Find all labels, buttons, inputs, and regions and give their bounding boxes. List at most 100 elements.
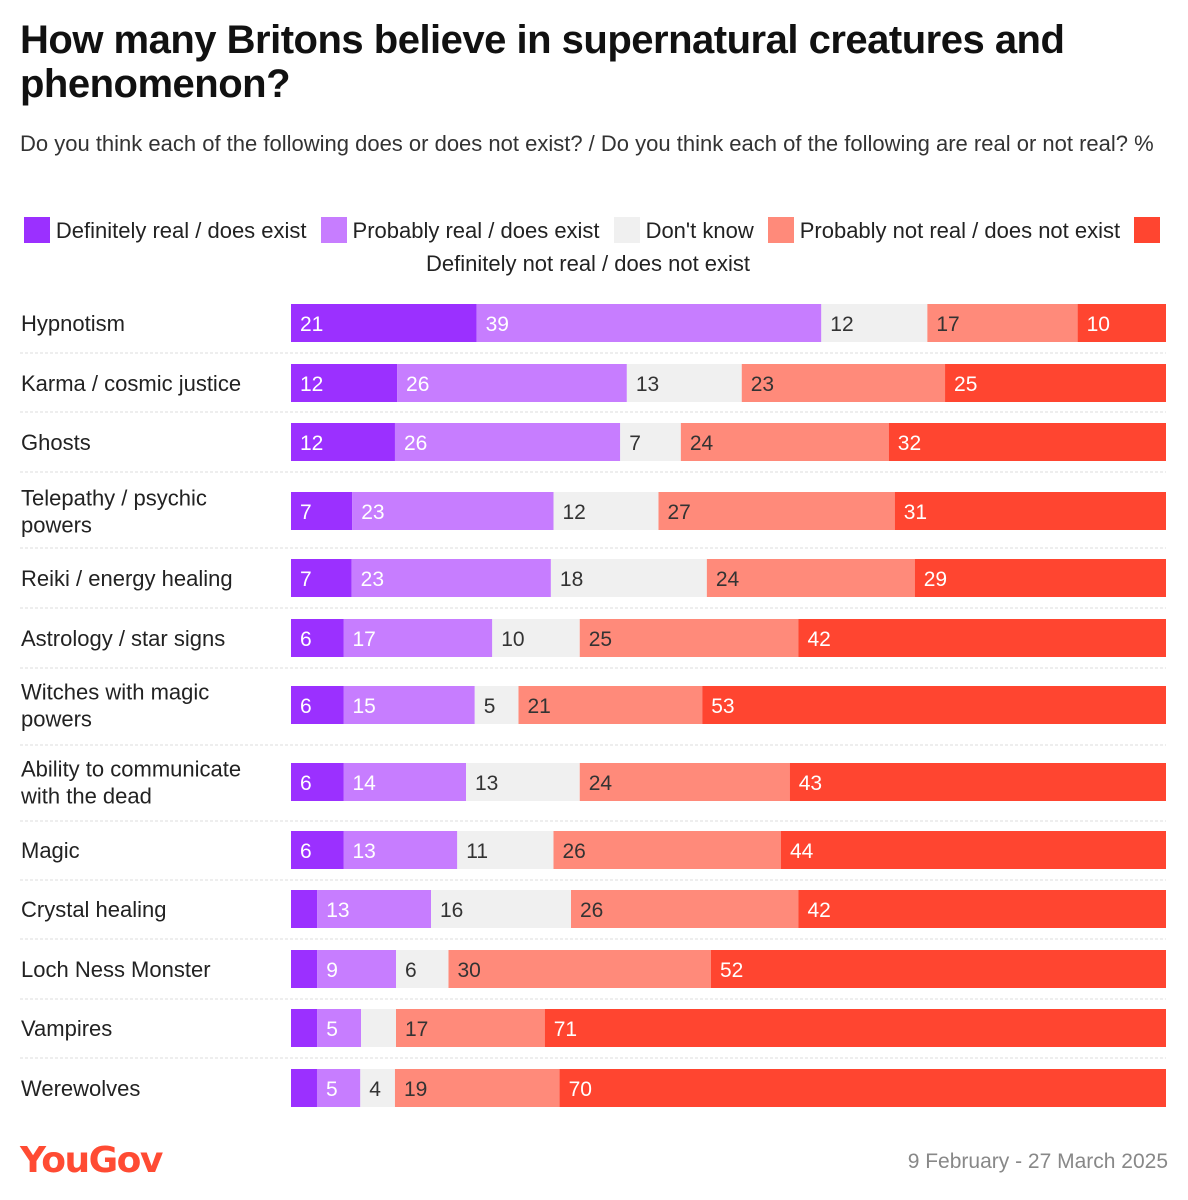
data-label: 29	[924, 568, 947, 591]
bar-segment	[317, 1009, 361, 1047]
data-label: 42	[808, 899, 831, 922]
data-label: 27	[668, 501, 691, 524]
data-label: 26	[563, 840, 586, 863]
legend-label: Probably real / does exist	[352, 218, 600, 243]
data-label: 5	[326, 1078, 338, 1101]
data-label: 5	[326, 1018, 338, 1041]
bar-segment	[579, 619, 799, 657]
bar-segment	[291, 686, 344, 724]
data-label: 44	[790, 840, 814, 863]
data-label: 26	[404, 432, 427, 455]
bar-segment	[544, 1009, 1166, 1047]
bar-segment	[559, 1069, 1166, 1107]
category-label: Loch Ness Monster	[21, 957, 211, 982]
category-label: Karma / cosmic justice	[21, 371, 241, 396]
bar-segment	[476, 304, 822, 342]
bar-segment	[448, 950, 711, 988]
data-label: 32	[898, 432, 921, 455]
category-label: Astrology / star signs	[21, 626, 225, 651]
data-label: 5	[484, 695, 496, 718]
category-label: Reiki / energy healing	[21, 566, 233, 591]
data-label: 16	[440, 899, 463, 922]
data-label: 23	[751, 373, 774, 396]
category-label: Witches with magic powers	[21, 680, 209, 732]
data-label: 23	[361, 501, 384, 524]
bar-segment	[466, 763, 580, 801]
data-label: 21	[300, 313, 323, 336]
chart-subtitle: Do you think each of the following does …	[20, 131, 1154, 156]
data-label: 7	[300, 568, 312, 591]
data-label: 43	[799, 772, 822, 795]
bar-segment	[291, 1069, 317, 1107]
bar-segment	[291, 304, 477, 342]
data-label: 10	[501, 628, 524, 651]
bar-segment	[343, 686, 475, 724]
bar-segment	[343, 763, 466, 801]
bar-segment	[914, 559, 1166, 597]
data-label: 24	[716, 568, 740, 591]
bar-segment	[789, 763, 1166, 801]
legend-swatch	[23, 217, 50, 243]
bar-segment	[518, 686, 703, 724]
bar-segment	[291, 559, 352, 597]
data-label: 13	[326, 899, 349, 922]
bar-segment	[945, 364, 1166, 402]
bar-segment	[702, 686, 1166, 724]
legend-item: Probably not real / does not exist	[767, 217, 1121, 243]
bar-segment	[291, 1009, 318, 1047]
data-label: 17	[405, 1018, 428, 1041]
bar-segment	[394, 423, 621, 461]
data-label: 26	[580, 899, 603, 922]
legend-label: Probably not real / does not exist	[799, 218, 1121, 243]
data-label: 23	[361, 568, 384, 591]
chart-title: How many Britons believe in supernatural…	[20, 18, 1065, 106]
bar-segment	[821, 304, 928, 342]
data-label: 13	[475, 772, 498, 795]
legend-label: Definitely real / does exist	[55, 218, 307, 243]
legend-item: Probably real / does exist	[320, 217, 600, 243]
data-label: 52	[720, 959, 743, 982]
bar-segment	[352, 492, 554, 530]
legend-item: Definitely not real / does not exist	[426, 217, 1166, 276]
data-label: 10	[1087, 313, 1110, 336]
bar-segment	[317, 890, 431, 928]
data-label: 6	[405, 959, 417, 982]
bar-segment	[571, 890, 799, 928]
bar-segment	[741, 364, 946, 402]
bar-segment	[626, 364, 742, 402]
legend: Definitely real / does exist Probably rea…	[20, 214, 1170, 280]
survey-date: 9 February - 27 March 2025	[907, 1150, 1168, 1173]
data-label: 6	[300, 628, 312, 651]
bar-segment	[291, 364, 398, 402]
data-label: 6	[300, 772, 312, 795]
legend-item: Definitely real / does exist	[23, 217, 307, 243]
data-label: 11	[466, 840, 488, 863]
data-label: 21	[528, 695, 551, 718]
data-label: 71	[554, 1018, 577, 1041]
bar-segment	[927, 304, 1078, 342]
data-label: 26	[406, 373, 429, 396]
bar-segment	[550, 559, 707, 597]
legend-label: Don't know	[645, 218, 754, 243]
data-label: 13	[636, 373, 659, 396]
category-label: Ability to communicate with the dead	[20, 757, 241, 809]
bar-segment	[351, 559, 551, 597]
data-label: 30	[458, 959, 481, 982]
stacked-bar-chart: Hypnotism 21 39 12 17 10 Karma / cosmic justic…	[20, 304, 1166, 1107]
data-label: 39	[486, 313, 509, 336]
bar-segment	[781, 831, 1166, 869]
bar-segment	[317, 950, 396, 988]
data-label: 25	[589, 628, 612, 651]
data-label: 17	[936, 313, 959, 336]
bar-segment	[291, 619, 344, 657]
category-label: Vampires	[21, 1016, 112, 1041]
category-label: Magic	[21, 838, 80, 863]
category-label: Ghosts	[21, 430, 91, 455]
bar-segment	[396, 1009, 545, 1047]
yougov-logo: YouGov	[20, 1140, 163, 1181]
category-label: Crystal healing	[21, 897, 167, 922]
bar-segment	[553, 492, 659, 530]
bar-segment	[798, 890, 1166, 928]
data-label: 25	[954, 373, 977, 396]
bar-segment	[579, 763, 790, 801]
